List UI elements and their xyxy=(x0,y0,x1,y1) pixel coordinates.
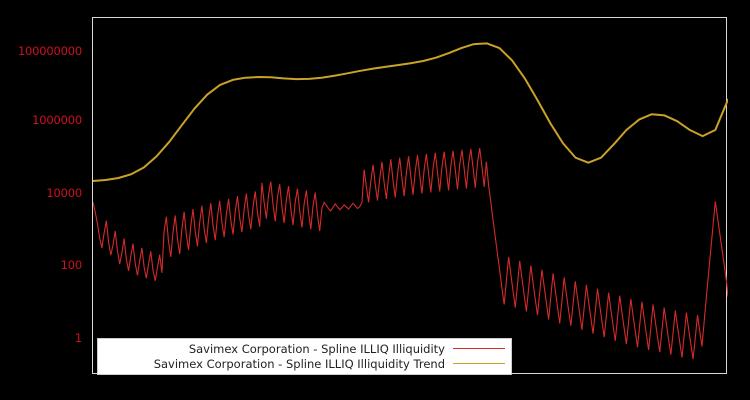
ytick-label-100000000: 100000000 xyxy=(17,44,82,58)
ytick-label-100: 100 xyxy=(60,258,83,272)
plot-area xyxy=(92,17,728,374)
legend-item-illiquidity[interactable]: Savimex Corporation - Spline ILLIQ Illiq… xyxy=(104,341,505,356)
chart-legend: Savimex Corporation - Spline ILLIQ Illiq… xyxy=(97,338,512,375)
legend-label-illiquidity: Savimex Corporation - Spline ILLIQ Illiq… xyxy=(188,341,445,356)
series-line-trend xyxy=(93,42,728,183)
legend-label-trend: Savimex Corporation - Spline ILLIQ Illiq… xyxy=(153,356,445,371)
legend-item-trend[interactable]: Savimex Corporation - Spline ILLIQ Illiq… xyxy=(104,356,505,371)
ytick-label-1000000: 1000000 xyxy=(32,113,82,127)
series-line-illiquidity xyxy=(93,148,728,360)
legend-swatch-illiquidity xyxy=(453,348,505,349)
legend-swatch-trend xyxy=(453,363,505,364)
ytick-label-1: 1 xyxy=(74,331,82,345)
series-canvas xyxy=(93,42,728,360)
ytick-label-10000: 10000 xyxy=(46,186,82,200)
